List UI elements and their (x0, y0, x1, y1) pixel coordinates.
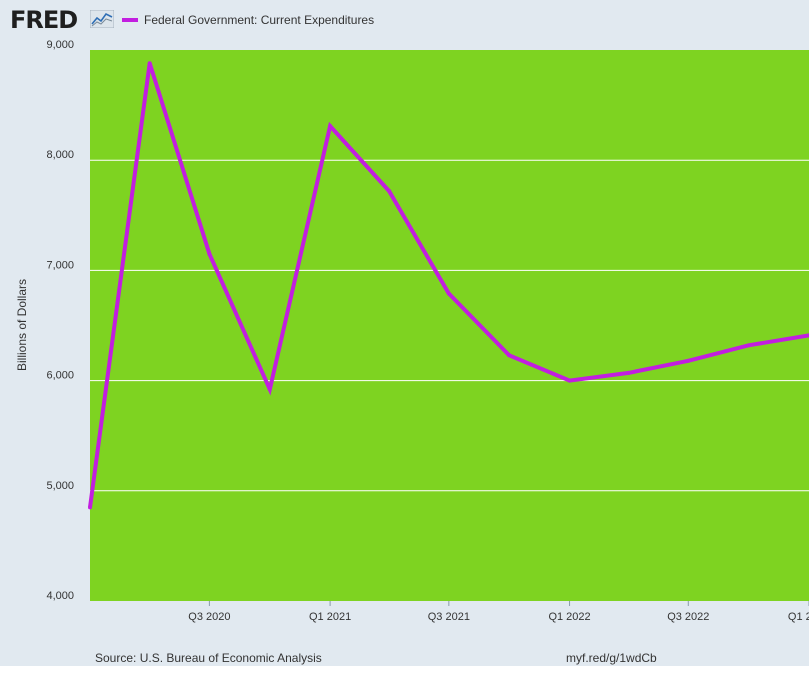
data-point[interactable] (88, 505, 92, 510)
y-tick-label: 8,000 (46, 149, 74, 161)
data-point[interactable] (686, 358, 691, 363)
x-tick-label: Q3 2021 (428, 611, 470, 623)
plot-area (90, 50, 809, 601)
y-tick-label: 9,000 (46, 39, 74, 51)
x-tick-label: Q3 2020 (188, 611, 230, 623)
x-tick-label: Q1 2023 (788, 611, 809, 623)
footer-band (0, 666, 809, 673)
x-tick-label: Q3 2022 (667, 611, 709, 623)
x-tick-label: Q1 2021 (309, 611, 351, 623)
data-point[interactable] (446, 291, 451, 296)
fred-logo[interactable]: FRED (10, 6, 78, 34)
data-point[interactable] (147, 61, 152, 66)
x-axis: Q3 2020 Q1 2021 Q3 2021 Q1 2022 Q3 2022 Q1 20… (188, 601, 809, 623)
y-axis: 4,000 5,000 6,000 7,000 8,000 9,000 (46, 39, 74, 602)
short-link[interactable]: myf.red/g/1wdCb (566, 651, 657, 665)
data-point[interactable] (746, 343, 751, 348)
legend-swatch (122, 18, 138, 22)
y-tick-label: 5,000 (46, 480, 74, 492)
y-tick-label: 6,000 (46, 370, 74, 382)
y-tick-label: 4,000 (46, 590, 74, 602)
x-tick-label: Q1 2022 (548, 611, 590, 623)
data-point[interactable] (567, 378, 572, 383)
y-axis-label: Billions of Dollars (15, 279, 29, 371)
y-tick-label: 7,000 (46, 259, 74, 271)
gridlines (90, 159, 809, 492)
data-point[interactable] (507, 353, 512, 358)
data-point[interactable] (328, 124, 333, 129)
chart-header: FRED Federal Government: Current Expendi… (0, 0, 809, 40)
series-layer (88, 61, 809, 510)
legend-label: Federal Government: Current Expenditures (144, 13, 375, 27)
source-note: Source: U.S. Bureau of Economic Analysis (95, 651, 322, 665)
data-point[interactable] (387, 189, 392, 194)
line-chart-icon (90, 10, 114, 28)
data-point[interactable] (267, 387, 272, 392)
data-point[interactable] (207, 251, 212, 256)
data-point[interactable] (626, 370, 631, 375)
line-chart: 4,000 5,000 6,000 7,000 8,000 9,000 Q3 2020 Q1… (15, 39, 809, 623)
